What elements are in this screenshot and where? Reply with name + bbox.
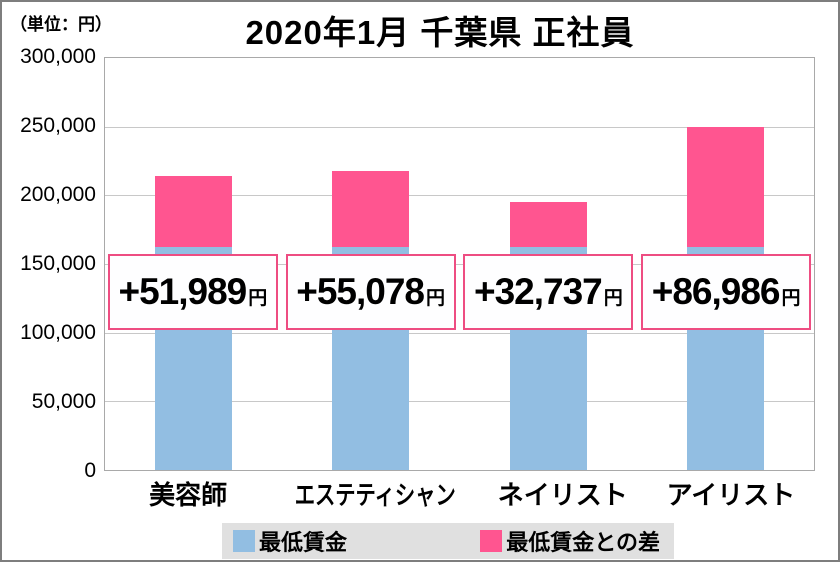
legend-swatch (480, 530, 503, 552)
label-box-slot: +86,986 円 (637, 254, 815, 330)
gridline (105, 332, 814, 334)
y-tick-label: 300,000 (20, 45, 96, 68)
diff-segment (509, 201, 587, 247)
bar-value-unit: 円 (248, 288, 268, 309)
x-category-text: ネイリスト (497, 480, 628, 510)
y-tick-label: 50,000 (31, 390, 96, 413)
bar-value-unit: 円 (426, 288, 446, 309)
bar-value-unit: 円 (603, 288, 623, 309)
bar-value-amount: +32,737 (473, 271, 603, 312)
legend: 最低賃金 最低賃金との差 (222, 523, 674, 559)
bar-value: +51,989 円 (118, 271, 267, 313)
diff-segment (686, 127, 764, 247)
x-category-text: アイリスト (666, 480, 796, 510)
bar-value-box: +55,078 円 (285, 254, 456, 330)
diff-segment (332, 171, 410, 247)
y-tick-label: 200,000 (20, 182, 96, 206)
bar-value: +32,737 円 (474, 271, 623, 313)
legend-swatch (233, 530, 255, 552)
bar-value-amount: +86,986 (651, 271, 781, 312)
legend-label: 最低賃金との差 (506, 530, 660, 555)
y-axis: 300,000 250,000 200,000 150,000 100,000 50,00… (2, 45, 96, 482)
bar-value-box: +86,986 円 (641, 254, 812, 330)
chart-title: 2020年1月 千葉県 正社員 (245, 14, 635, 51)
gridline (105, 195, 814, 197)
label-box-slot: +51,989 円 (104, 254, 282, 330)
label-box-slot: +55,078 円 (282, 254, 460, 330)
bar-value-amount: +51,989 (118, 271, 247, 312)
diff-segment (155, 175, 233, 247)
bar-value-unit: 円 (781, 288, 801, 309)
legend-item: 最低賃金 (233, 525, 347, 557)
bar-value-amount: +55,078 (296, 271, 425, 312)
x-category-text: 美容師 (149, 480, 228, 510)
x-category-label: エステティシャン (272, 475, 478, 512)
y-tick-label: 0 (84, 459, 96, 482)
x-category-label: アイリスト (647, 475, 815, 512)
label-box-slot: +32,737 円 (460, 254, 638, 330)
gridline (105, 126, 814, 128)
legend-item: 最低賃金との差 (480, 525, 660, 557)
x-category-text: エステティシャン (294, 480, 456, 510)
y-tick-label: 150,000 (20, 252, 96, 275)
y-tick-label: 100,000 (20, 320, 96, 344)
gridline (105, 401, 814, 403)
y-tick-label: 250,000 (20, 113, 96, 137)
bar-label-boxes: +51,989 円 +55,078 円 +32,737 円 +86,986 円 (104, 254, 815, 330)
bar-value: +55,078 円 (296, 271, 445, 313)
x-axis: 美容師 エステティシャン ネイリスト アイリスト (104, 475, 815, 512)
bar-value-box: +51,989 円 (107, 254, 278, 330)
gridline (105, 264, 814, 265)
unit-label: （単位：円） (10, 15, 112, 34)
legend-label: 最低賃金 (259, 530, 348, 555)
bar-value: +86,986 円 (652, 271, 801, 313)
x-category-label: ネイリスト (479, 475, 647, 512)
x-category-label: 美容師 (104, 475, 272, 512)
bar-value-box: +32,737 円 (463, 254, 634, 330)
